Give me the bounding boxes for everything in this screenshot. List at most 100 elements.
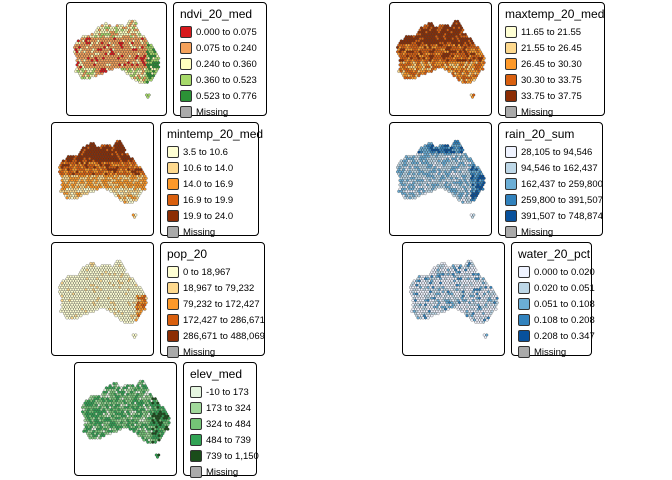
legend-water: water_20_pct 0.000 to 0.020 0.020 to 0.0…: [511, 242, 595, 358]
legend-item: 0 to 18,967: [167, 264, 258, 280]
hex-cell: [447, 189, 451, 193]
hex-cell: [479, 320, 483, 324]
hex-cell: [474, 320, 478, 324]
hex-cell: [85, 191, 89, 196]
hex-cell: [68, 196, 71, 200]
legend-title: pop_20: [167, 247, 208, 261]
legend-label: 21.55 to 26.45: [521, 42, 582, 54]
legend-label: 0.051 to 0.108: [534, 298, 595, 310]
legend-swatch: [167, 226, 179, 238]
hex-cell: [157, 438, 161, 442]
australia-hex-map: [58, 139, 148, 219]
legend-swatch: [505, 226, 517, 238]
hex-cell: [134, 198, 138, 202]
hex-cell: [466, 200, 470, 204]
hex-cell: [443, 67, 447, 71]
hex-cell-tasmania: [156, 455, 159, 459]
hex-cell: [452, 74, 456, 78]
hex-cell: [110, 67, 114, 71]
hex-cell: [83, 191, 87, 196]
legend-item: 33.75 to 37.75: [505, 88, 598, 104]
legend-label: 172,427 to 286,671: [183, 314, 265, 326]
hex-cell: [91, 436, 94, 440]
hex-cell: [417, 194, 421, 198]
hex-cell: [406, 76, 409, 80]
hex-cell: [123, 200, 127, 204]
legend-label: Missing: [521, 226, 554, 238]
hex-cell: [466, 80, 470, 84]
legend-item: 28,105 to 94,546: [505, 144, 596, 160]
hex-cell: [485, 318, 489, 322]
map-rain: [389, 122, 492, 236]
hex-cell: [119, 198, 123, 202]
legend-item: Missing: [518, 344, 585, 360]
legend-item: 162,437 to 259,800: [505, 176, 603, 192]
legend-label: 19.9 to 24.0: [183, 210, 234, 222]
hex-cell: [74, 69, 78, 73]
hex-cell: [426, 316, 430, 320]
hex-cell: [114, 65, 118, 69]
legend-item: 739 to 1,150: [190, 448, 259, 464]
legend-swatch: [180, 42, 192, 54]
hex-cell: [128, 427, 132, 431]
hex-cell: [142, 438, 146, 442]
legend-swatch: [167, 298, 179, 310]
legend-swatch: [518, 298, 530, 310]
legend-item: 391,507 to 748,874: [505, 208, 603, 224]
hex-cell: [125, 71, 129, 76]
legend-item: Missing: [180, 104, 260, 120]
hex-cell: [104, 69, 108, 73]
legend-item: Missing: [167, 224, 252, 240]
legend-item: 26.45 to 30.30: [505, 56, 598, 72]
legend-swatch: [167, 266, 179, 278]
hex-cell: [481, 320, 485, 324]
legend-swatch: [505, 162, 517, 174]
hex-cell: [494, 307, 498, 311]
hex-cell: [427, 69, 431, 73]
hex-grid: [58, 139, 148, 219]
legend-label: 28,105 to 94,546: [521, 146, 593, 158]
legend-item: 11.65 to 21.55: [505, 24, 598, 40]
hex-cell: [75, 196, 79, 200]
legend-item: Missing: [505, 104, 598, 120]
hex-cell: [105, 307, 109, 311]
legend-item: 10.6 to 14.0: [167, 160, 252, 176]
hex-cell: [465, 314, 469, 318]
hex-cell: [70, 316, 74, 320]
hex-cell: [413, 196, 417, 200]
legend-swatch: [180, 90, 192, 102]
hex-cell: [92, 189, 95, 193]
hex-cell: [59, 309, 63, 313]
legend-label: -10 to 173: [206, 386, 249, 398]
legend-label: 26.45 to 30.30: [521, 58, 582, 70]
hex-cell: [446, 307, 450, 311]
legend-item: 484 to 739: [190, 432, 251, 448]
hex-cell: [472, 198, 476, 202]
hex-cell: [434, 311, 438, 316]
hex-cell: [118, 427, 122, 431]
hex-cell: [102, 305, 105, 309]
hex-cell: [476, 320, 480, 324]
map-maxtemp: [389, 2, 492, 116]
hex-cell: [70, 196, 74, 200]
hex-cell: [108, 431, 112, 436]
legend-swatch: [505, 26, 517, 38]
hex-cell: [145, 80, 149, 84]
hex-cell: [423, 71, 427, 76]
hex-cell: [430, 314, 434, 318]
legend-rain: rain_20_sum 28,105 to 94,546 94,546 to 1…: [498, 122, 603, 238]
legend-swatch: [167, 282, 179, 294]
hex-cell: [413, 76, 417, 80]
legend-swatch: [505, 58, 517, 70]
legend-label: 0.075 to 0.240: [196, 42, 257, 54]
hex-cell: [433, 187, 437, 191]
legend-swatch: [190, 402, 202, 414]
hex-cell: [95, 307, 99, 311]
legend-item: 286,671 to 488,069: [167, 328, 265, 344]
legend-label: 11.65 to 21.55: [521, 26, 582, 38]
hex-cell: [134, 318, 138, 322]
hex-cell: [100, 71, 104, 76]
legend-swatch: [167, 162, 179, 174]
legend-item: 3.5 to 10.6: [167, 144, 252, 160]
hex-cell: [411, 76, 414, 80]
